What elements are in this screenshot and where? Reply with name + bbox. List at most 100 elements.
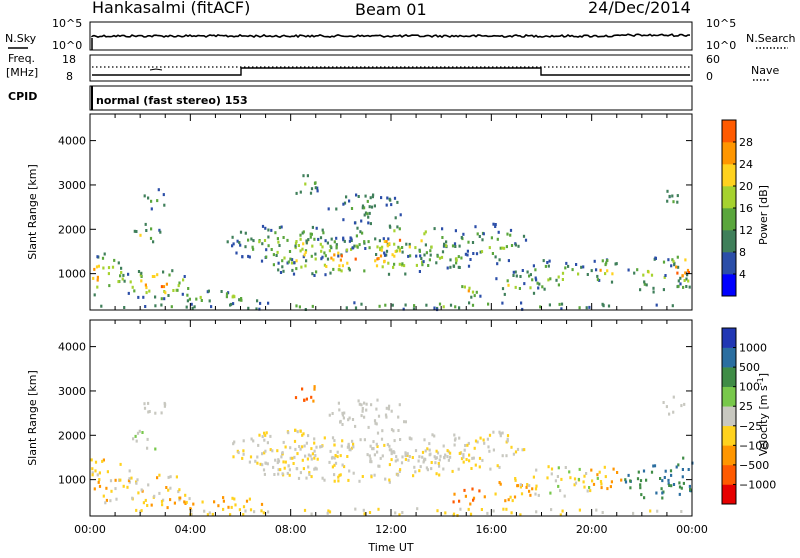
cpid-label: CPID (8, 90, 37, 103)
heatmap-cell (340, 254, 343, 258)
heatmap-cell (337, 254, 340, 258)
heatmap-cell (163, 401, 166, 405)
heatmap-cell (512, 274, 515, 277)
heatmap-cell (294, 396, 298, 400)
heatmap-cell (310, 512, 313, 516)
heatmap-cell (390, 450, 393, 454)
heatmap-cell (398, 247, 401, 251)
heatmap-cell (679, 282, 682, 286)
heatmap-cell (329, 244, 332, 248)
heatmap-cell (222, 499, 225, 503)
nave-tick-top: 60 (706, 53, 720, 66)
heatmap-cell (288, 250, 292, 253)
heatmap-cell (127, 291, 130, 295)
heatmap-cell (453, 438, 457, 442)
colorbar-tick-label: 24 (739, 158, 753, 171)
heatmap-cell (354, 306, 358, 310)
heatmap-cell (504, 499, 507, 503)
heatmap-cell (573, 477, 577, 481)
heatmap-cell (163, 404, 166, 408)
heatmap-cell (362, 508, 365, 512)
velocity-panel: 1000 2000 3000 4000 00:00 04:00 08:00 12:00 16:… (26, 319, 776, 554)
heatmap-cell (313, 237, 316, 241)
heatmap-cell (244, 509, 247, 513)
heatmap-cell (311, 225, 314, 229)
heatmap-cell (519, 485, 522, 489)
heatmap-cell (510, 445, 513, 449)
heatmap-cell (147, 196, 150, 200)
heatmap-cell (349, 448, 352, 452)
heatmap-cell (95, 265, 99, 269)
heatmap-cell (307, 434, 310, 438)
heatmap-cell (166, 506, 169, 510)
heatmap-cell (291, 258, 294, 262)
heatmap-cell (284, 445, 287, 449)
heatmap-cell (404, 272, 407, 276)
heatmap-cell (333, 456, 336, 460)
heatmap-cell (111, 265, 115, 269)
heatmap-cell (266, 462, 269, 466)
heatmap-cell (547, 278, 550, 282)
heatmap-cell (442, 305, 445, 309)
heatmap-cell (467, 507, 470, 511)
heatmap-cell (304, 182, 307, 186)
heatmap-cell (294, 244, 297, 248)
x-tick-label: 16:00 (475, 523, 507, 536)
heatmap-cell (375, 422, 378, 426)
heatmap-cell (208, 511, 211, 515)
heatmap-cell (363, 241, 366, 245)
x-tick-label: 00:00 (74, 523, 106, 536)
heatmap-cell (299, 429, 302, 433)
heatmap-cell (261, 224, 265, 228)
heatmap-cell (267, 235, 270, 239)
heatmap-cell (473, 446, 476, 450)
heatmap-cell (311, 304, 314, 308)
heatmap-cell (662, 401, 665, 404)
colorbar-segment (722, 208, 736, 231)
heatmap-cell (367, 215, 370, 219)
heatmap-cell (375, 253, 378, 256)
heatmap-cell (162, 193, 165, 197)
colorbar-segment (722, 164, 736, 187)
heatmap-cell (135, 481, 138, 485)
heatmap-cell (143, 406, 147, 410)
heatmap-cell (386, 443, 389, 447)
heatmap-cell (316, 457, 319, 461)
heatmap-cell (178, 488, 181, 492)
heatmap-cell (279, 468, 282, 472)
colorbar-segment (722, 406, 736, 427)
heatmap-cell (675, 265, 678, 269)
heatmap-cell (447, 450, 450, 454)
heatmap-cell (326, 511, 329, 515)
heatmap-cell (323, 263, 326, 267)
heatmap-cell (314, 181, 317, 185)
heatmap-cell (404, 303, 407, 307)
heatmap-cell (439, 454, 442, 458)
heatmap-cell (277, 261, 280, 265)
heatmap-cell (528, 489, 531, 493)
heatmap-cell (289, 456, 292, 460)
heatmap-cell (384, 477, 387, 481)
heatmap-cell (498, 481, 501, 484)
heatmap-cell (373, 204, 376, 208)
heatmap-cell (208, 299, 211, 303)
heatmap-cell (520, 301, 523, 305)
heatmap-cell (265, 255, 268, 259)
heatmap-cell (671, 194, 674, 198)
heatmap-cell (514, 285, 517, 289)
heatmap-cell (509, 233, 512, 237)
heatmap-cell (430, 461, 433, 464)
heatmap-cell (242, 452, 245, 456)
heatmap-cell (449, 303, 453, 307)
power-y-axis-label: Slant Range [km] (26, 164, 39, 260)
heatmap-cell (199, 295, 202, 299)
heatmap-cell (595, 268, 598, 272)
heatmap-cell (383, 251, 386, 255)
heatmap-cell (231, 235, 234, 239)
heatmap-cell (277, 468, 280, 472)
heatmap-cell (373, 473, 376, 477)
heatmap-cell (599, 480, 603, 483)
heatmap-cell (531, 487, 534, 491)
heatmap-cell (305, 441, 308, 445)
heatmap-cell (387, 272, 391, 276)
